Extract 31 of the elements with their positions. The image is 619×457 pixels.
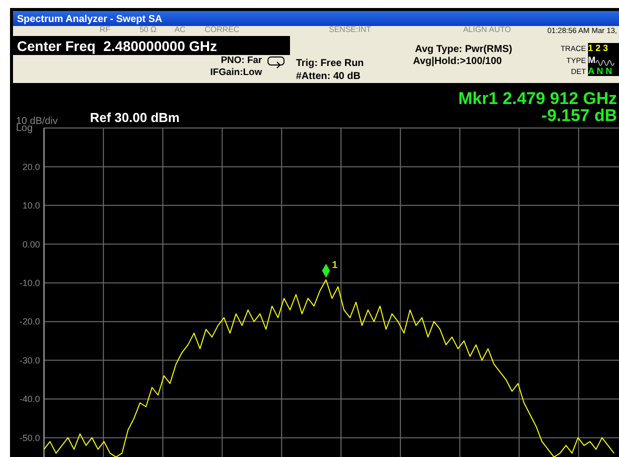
text: SENSE:INT [328, 25, 372, 34]
text: A N N [588, 66, 612, 76]
text: Trig: Free Run [296, 58, 364, 69]
text: Avg Type: Pwr(RMS) [415, 44, 512, 55]
text: Ref 30.00 dBm [90, 110, 180, 125]
line-series [44, 279, 614, 457]
text: Avg|Hold:>100/100 [413, 56, 502, 67]
text: CORREC [204, 25, 240, 34]
y-tick-label: -50.0 [19, 432, 40, 443]
text: 50 Ω [139, 25, 157, 34]
text: ALIGN AUTO [463, 25, 511, 34]
text: Center Freq 2.480000000 GHz [17, 38, 217, 54]
text: #Atten: 40 dB [296, 71, 360, 82]
text: 1 2 3 [588, 43, 608, 53]
y-tick-label: -30.0 [19, 355, 40, 366]
y-tick-label: -40.0 [19, 394, 40, 404]
y-tick-label: -10.0 [19, 278, 40, 288]
text: IFGain:Low [210, 67, 263, 78]
y-tick-label: 20.0 [22, 162, 40, 172]
chart-title: Spectrum Analyzer - Swept SA [17, 14, 162, 25]
text: Mkr1 2.479 912 GHz [458, 89, 617, 108]
y-tick-label: -20.0 [19, 316, 40, 327]
text: M [588, 55, 596, 65]
text: RF [100, 25, 110, 34]
y-tick-label: 10.0 [22, 200, 40, 211]
text: Log [16, 123, 33, 134]
text: AC [174, 25, 186, 34]
text: -9.157 dB [541, 106, 617, 125]
annotation: 1 [332, 260, 338, 271]
y-tick-label: 0.00 [22, 239, 40, 250]
text: PNO: Far [220, 55, 262, 66]
